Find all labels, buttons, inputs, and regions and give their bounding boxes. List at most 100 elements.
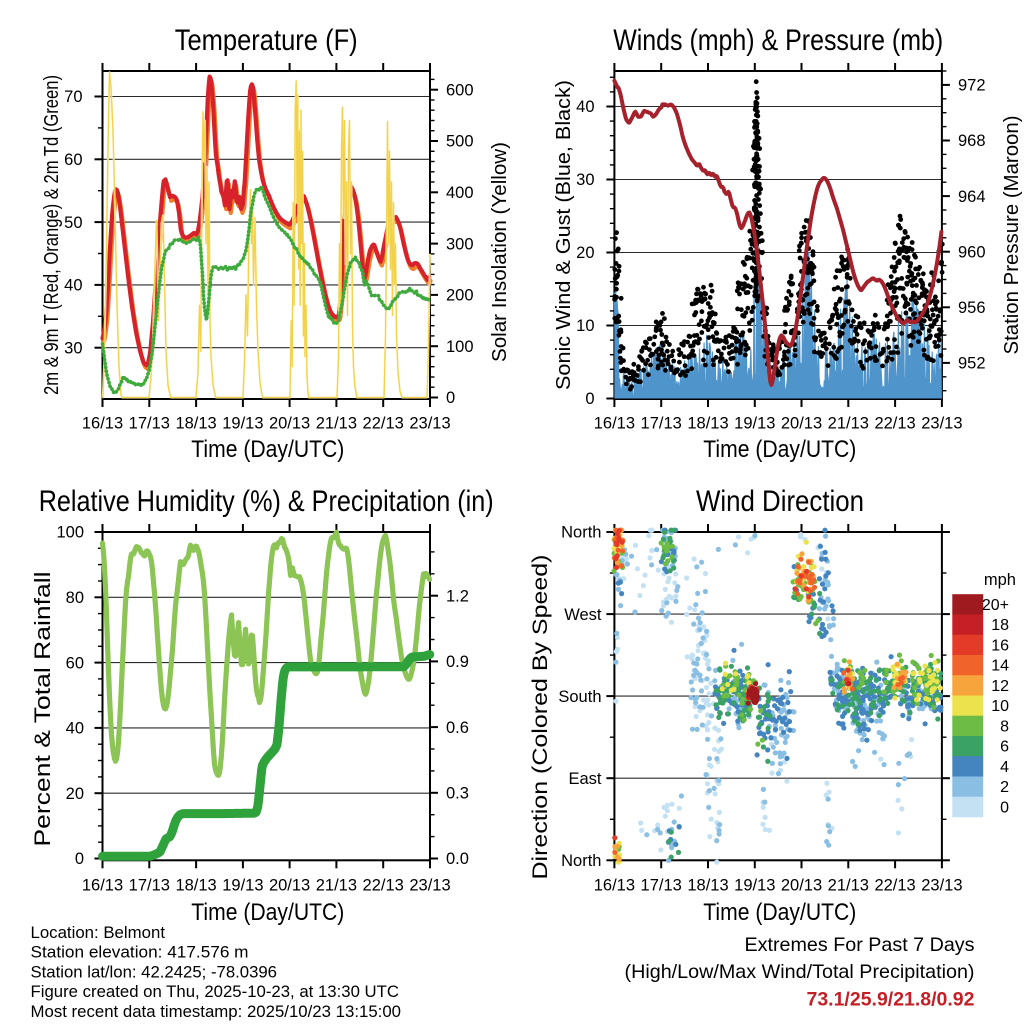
svg-text:Extremes For Past 7 Days: Extremes For Past 7 Days <box>745 934 975 956</box>
svg-text:19/13: 19/13 <box>734 877 775 895</box>
svg-text:100: 100 <box>446 338 474 356</box>
svg-text:30: 30 <box>576 171 594 189</box>
svg-text:18/13: 18/13 <box>687 877 728 895</box>
svg-text:17/13: 17/13 <box>129 415 170 433</box>
svg-text:21/13: 21/13 <box>828 877 869 895</box>
svg-text:20/13: 20/13 <box>781 877 822 895</box>
svg-text:968: 968 <box>958 132 986 150</box>
svg-text:0: 0 <box>1000 799 1009 816</box>
svg-text:16/13: 16/13 <box>594 415 635 433</box>
svg-text:Temperature (F): Temperature (F) <box>175 24 358 57</box>
svg-text:East: East <box>568 770 601 788</box>
svg-text:mph: mph <box>984 571 1016 589</box>
svg-text:Figure created on Thu, 2025-10: Figure created on Thu, 2025-10-23, at 13… <box>31 983 400 1001</box>
svg-text:0: 0 <box>75 850 84 868</box>
svg-text:10: 10 <box>576 317 594 335</box>
svg-text:21/13: 21/13 <box>316 415 357 433</box>
svg-text:Station elevation: 417.576 m: Station elevation: 417.576 m <box>31 944 249 962</box>
svg-text:South: South <box>558 688 601 706</box>
svg-text:400: 400 <box>446 184 474 202</box>
svg-text:22/13: 22/13 <box>874 415 915 433</box>
svg-text:8: 8 <box>1000 718 1009 735</box>
svg-text:73.1/25.9/21.8/0.92: 73.1/25.9/21.8/0.92 <box>807 989 975 1011</box>
svg-text:18/13: 18/13 <box>175 877 216 895</box>
svg-text:20: 20 <box>576 244 594 262</box>
svg-text:60: 60 <box>64 151 82 169</box>
svg-text:Station lat/lon: 42.2425; -78.: Station lat/lon: 42.2425; -78.0396 <box>31 963 278 981</box>
svg-text:18/13: 18/13 <box>175 415 216 433</box>
svg-text:14: 14 <box>991 658 1009 675</box>
svg-text:Station Pressure (Maroon): Station Pressure (Maroon) <box>1001 116 1023 355</box>
svg-text:1.2: 1.2 <box>446 587 469 605</box>
svg-text:Winds (mph) & Pressure (mb): Winds (mph) & Pressure (mb) <box>613 24 943 57</box>
svg-text:6: 6 <box>1000 739 1009 756</box>
svg-text:19/13: 19/13 <box>222 415 263 433</box>
svg-text:600: 600 <box>446 81 474 99</box>
svg-text:18/13: 18/13 <box>687 415 728 433</box>
svg-text:956: 956 <box>958 299 986 317</box>
svg-text:500: 500 <box>446 133 474 151</box>
svg-text:17/13: 17/13 <box>641 877 682 895</box>
svg-text:Time (Day/UTC): Time (Day/UTC) <box>191 436 344 463</box>
svg-text:21/13: 21/13 <box>828 415 869 433</box>
svg-text:60: 60 <box>66 654 84 672</box>
svg-text:Percent & Total Rainfall: Percent & Total Rainfall <box>30 572 55 847</box>
svg-text:21/13: 21/13 <box>316 877 357 895</box>
svg-text:50: 50 <box>64 214 82 232</box>
svg-text:North: North <box>561 852 601 870</box>
svg-text:Solar Insolation (Yellow): Solar Insolation (Yellow) <box>489 142 511 362</box>
svg-text:952: 952 <box>958 355 986 373</box>
svg-text:70: 70 <box>64 88 82 106</box>
svg-text:Sonic Wind & Gust (Blue, Black: Sonic Wind & Gust (Blue, Black) <box>553 80 575 390</box>
svg-text:23/13: 23/13 <box>921 415 962 433</box>
svg-text:972: 972 <box>958 77 986 95</box>
svg-text:16: 16 <box>991 637 1009 654</box>
svg-text:Most recent data timestamp: 20: Most recent data timestamp: 2025/10/23 1… <box>31 1003 402 1021</box>
svg-text:20+: 20+ <box>982 597 1009 614</box>
svg-text:964: 964 <box>958 188 986 206</box>
svg-text:20: 20 <box>66 785 84 803</box>
svg-text:960: 960 <box>958 243 986 261</box>
svg-text:0.3: 0.3 <box>446 785 469 803</box>
svg-text:40: 40 <box>66 720 84 738</box>
svg-text:40: 40 <box>576 98 594 116</box>
svg-text:10: 10 <box>991 698 1009 715</box>
svg-text:19/13: 19/13 <box>734 415 775 433</box>
svg-text:80: 80 <box>66 589 84 607</box>
svg-text:100: 100 <box>56 524 84 542</box>
svg-text:16/13: 16/13 <box>594 877 635 895</box>
svg-text:22/13: 22/13 <box>874 877 915 895</box>
svg-text:16/13: 16/13 <box>82 877 123 895</box>
svg-text:23/13: 23/13 <box>409 415 450 433</box>
svg-text:17/13: 17/13 <box>641 415 682 433</box>
svg-text:40: 40 <box>64 277 82 295</box>
svg-text:0.9: 0.9 <box>446 653 469 671</box>
svg-text:North: North <box>561 524 601 542</box>
svg-text:(High/Low/Max Wind/Total Preci: (High/Low/Max Wind/Total Precipitation) <box>625 961 975 983</box>
svg-text:0: 0 <box>446 389 455 407</box>
svg-text:23/13: 23/13 <box>409 877 450 895</box>
svg-text:300: 300 <box>446 235 474 253</box>
svg-text:23/13: 23/13 <box>921 877 962 895</box>
svg-text:Wind Direction: Wind Direction <box>696 485 864 518</box>
svg-text:19/13: 19/13 <box>222 877 263 895</box>
svg-text:20/13: 20/13 <box>269 415 310 433</box>
svg-text:Time (Day/UTC): Time (Day/UTC) <box>703 436 856 463</box>
svg-text:22/13: 22/13 <box>363 877 404 895</box>
svg-text:Time (Day/UTC): Time (Day/UTC) <box>191 899 344 926</box>
svg-text:4: 4 <box>1000 759 1009 776</box>
svg-text:30: 30 <box>64 339 82 357</box>
svg-text:12: 12 <box>991 678 1009 695</box>
svg-text:17/13: 17/13 <box>129 877 170 895</box>
svg-text:2m & 9m T (Red, Orange) & 2m T: 2m & 9m T (Red, Orange) & 2m Td (Green) <box>41 75 63 395</box>
svg-text:Relative Humidity (%) & Precip: Relative Humidity (%) & Precipitation (i… <box>39 485 494 518</box>
svg-text:0.6: 0.6 <box>446 719 469 737</box>
svg-text:0: 0 <box>585 390 594 408</box>
svg-text:18: 18 <box>991 617 1009 634</box>
svg-text:16/13: 16/13 <box>82 415 123 433</box>
svg-text:22/13: 22/13 <box>363 415 404 433</box>
svg-text:Time (Day/UTC): Time (Day/UTC) <box>703 899 856 926</box>
svg-text:2: 2 <box>1000 779 1009 796</box>
svg-text:0.0: 0.0 <box>446 850 469 868</box>
svg-text:Direction (Colored By Speed): Direction (Colored By Speed) <box>529 555 552 880</box>
